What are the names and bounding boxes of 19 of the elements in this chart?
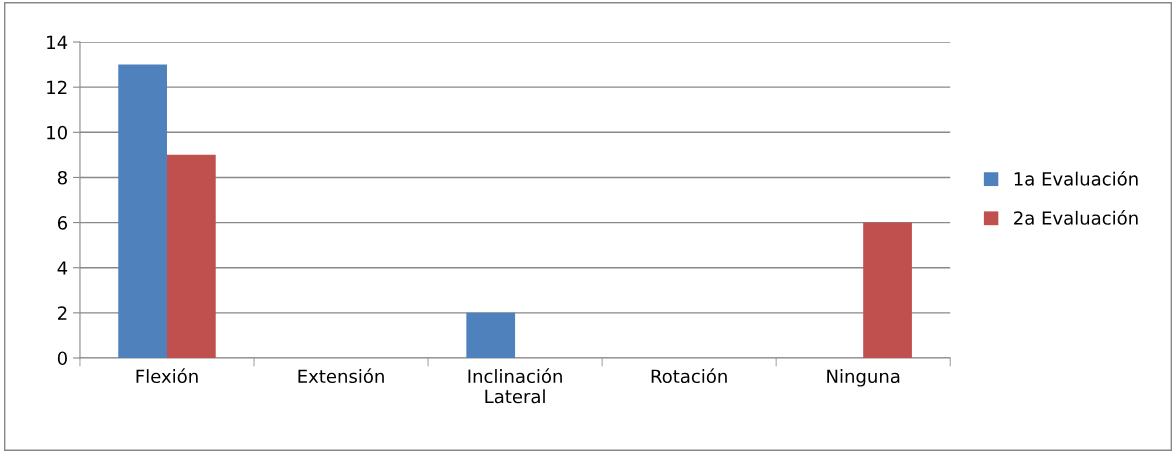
legend-label: 1a Evaluación [1014,170,1138,186]
y-tick-label: 6 [57,216,68,230]
bar [863,222,912,358]
x-tick-label: Inclinación Lateral [468,368,562,404]
bar [118,64,167,358]
y-tick-label: 10 [47,125,67,140]
bar [466,312,516,358]
x-tick-label: Ninguna [827,369,900,387]
y-tick-label: 12 [47,80,67,95]
legend-label: 2a Evaluación [1014,210,1138,225]
y-tick-label: 14 [47,35,68,49]
y-tick-label: 0 [57,351,67,366]
x-tick-label: Rotación [651,368,727,384]
x-tick-label: Flexión [136,368,198,384]
x-tick-label: Extensión [298,368,384,384]
bar [166,154,216,358]
y-tick-label: 4 [57,261,68,275]
y-tick-label: 8 [57,170,67,185]
y-tick-label: 2 [58,306,67,320]
